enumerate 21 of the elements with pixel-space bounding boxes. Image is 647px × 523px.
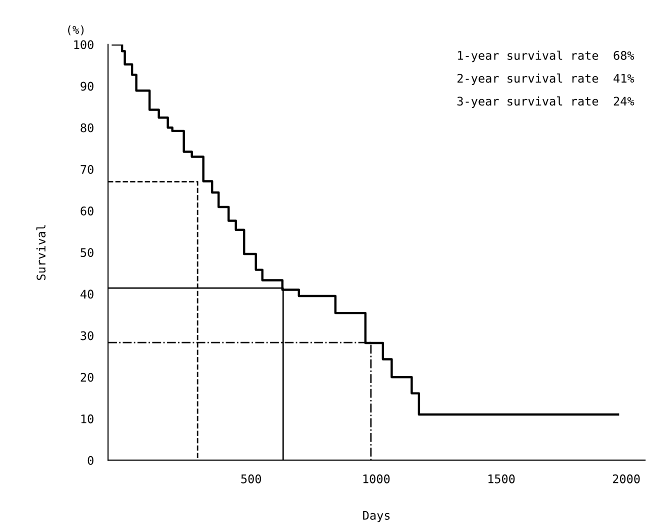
annotation: 3-year survival rate 24% [457, 96, 634, 108]
y-tick-label: 30 [80, 331, 94, 340]
text: (%) [68, 25, 84, 36]
y-tick-label: 10 [81, 414, 94, 424]
x-tick-label: 500 [241, 474, 262, 484]
x-axis-title: Days [363, 511, 390, 522]
x-tick-label: 1500 [488, 474, 515, 484]
x-tick-label: 1000 [363, 474, 390, 484]
annotation: 2-year survival rate 41% [458, 74, 634, 86]
y-tick-label: 60 [80, 206, 94, 216]
y-axis-title: Survival [36, 225, 46, 280]
y-tick-label: 0 [88, 456, 94, 465]
y-tick-label: 20 [80, 372, 94, 382]
annotation: 1-year survival rate 68% [458, 50, 634, 62]
x-tick-label: 2000 [612, 474, 640, 484]
y-tick-label: 80 [80, 123, 94, 132]
y-tick-label: 100 [74, 40, 94, 50]
y-tick-label: 40 [80, 290, 94, 299]
y-tick-label: 70 [80, 164, 94, 174]
y-tick-label: 90 [80, 82, 94, 91]
y-tick-label: 50 [80, 248, 94, 258]
